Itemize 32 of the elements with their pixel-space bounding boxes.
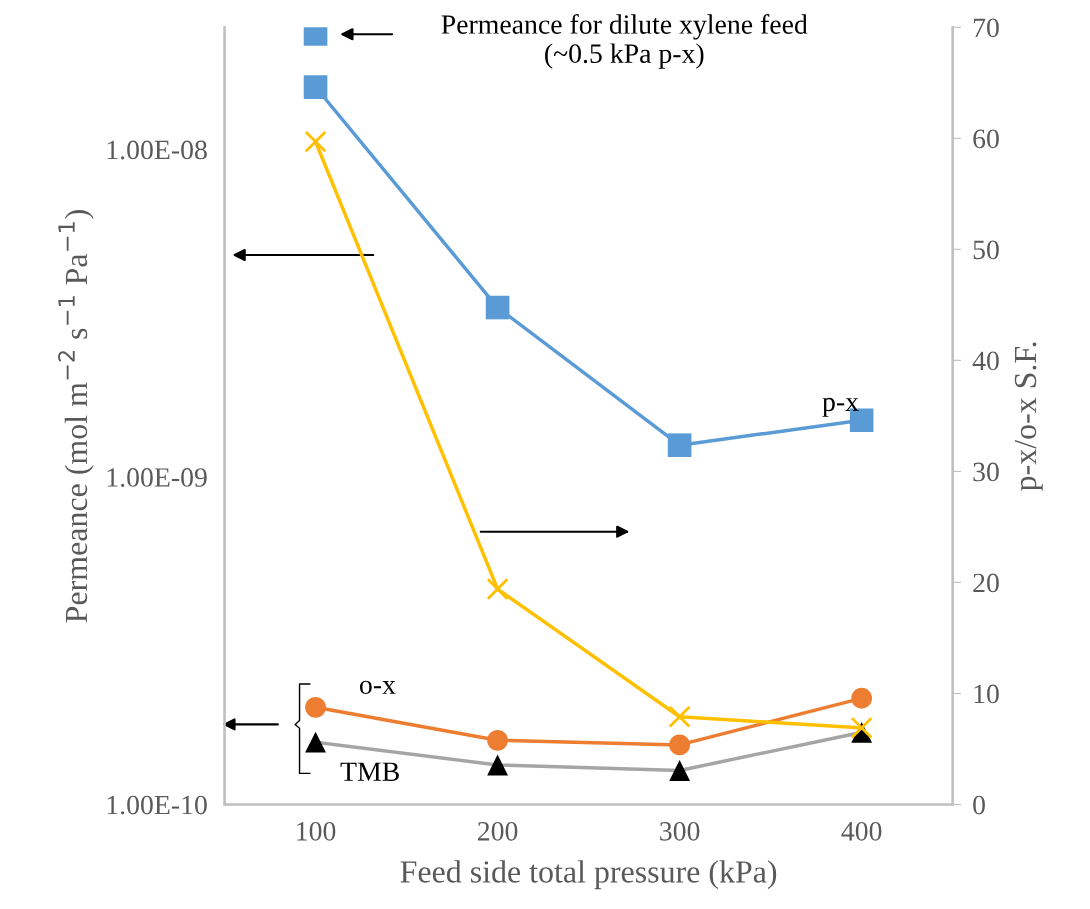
x-tick-label: 300	[660, 821, 700, 841]
y2-tick-label: 50	[973, 240, 999, 260]
y2-tick-label: 40	[972, 351, 999, 371]
point	[487, 754, 508, 776]
point	[669, 760, 691, 781]
y2-tick-label: 10	[974, 684, 999, 704]
y-tick-label: 1.00E-08	[107, 140, 207, 160]
point	[305, 696, 326, 718]
annotation: o-x	[359, 680, 396, 695]
y2-tick-label: 20	[973, 573, 999, 593]
point	[667, 433, 692, 457]
y2-tick-label: 30	[973, 462, 999, 482]
annotation: Permeance for dilute xylene feed (~0.5 kPa p-x)	[441, 14, 808, 69]
y-tick-label: 1.00E-10	[107, 795, 207, 815]
x-tick-label: 400	[841, 821, 882, 841]
point	[851, 687, 873, 709]
x-axis-title: Feed side total pressure (kPa)	[400, 860, 777, 890]
y2-axis-title: p-x/o-x S.F.	[1014, 342, 1043, 491]
point	[669, 734, 691, 756]
y2-tick-label: 60	[973, 129, 999, 149]
point	[485, 295, 510, 320]
annotation: p-x	[822, 397, 859, 417]
point	[305, 731, 326, 753]
y2-tick-label: 0	[973, 795, 985, 815]
x-tick-label: 100	[297, 821, 336, 841]
y-tick-label: 1.00E-09	[107, 468, 207, 487]
x-tick-label: 200	[477, 821, 518, 841]
y2-tick-label: 70	[973, 18, 999, 38]
point	[303, 75, 328, 99]
annotation: TMB	[340, 762, 399, 781]
y-axis-title: Permeance (mol m$^{−2}$ s$^{−1}$ Pa$^{−1}$)	[58, 210, 94, 623]
point	[487, 729, 508, 751]
